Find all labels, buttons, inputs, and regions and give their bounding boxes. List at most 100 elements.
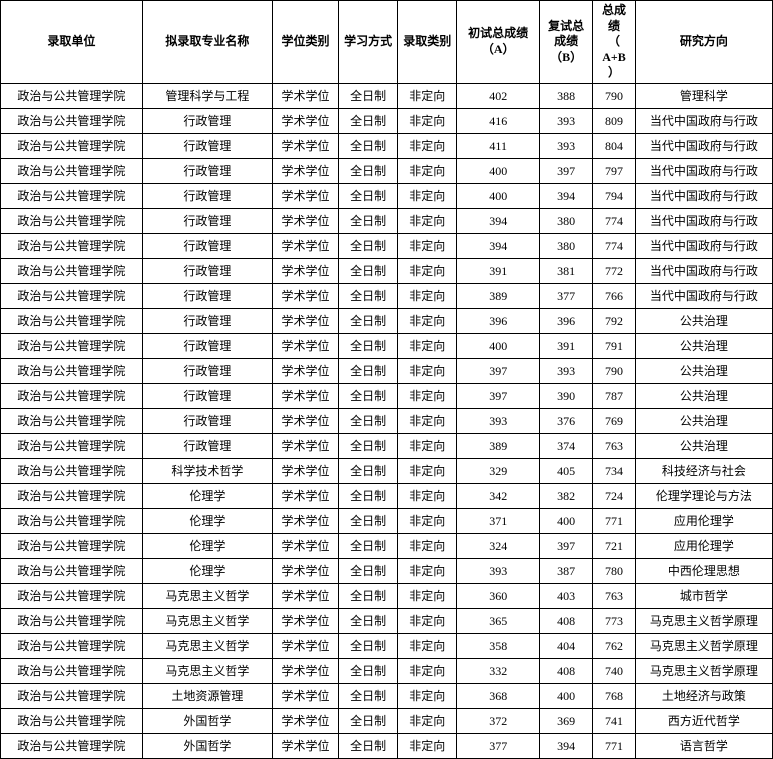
- table-row: 政治与公共管理学院行政管理学术学位全日制非定向397390787公共治理: [1, 383, 773, 408]
- table-row: 政治与公共管理学院外国哲学学术学位全日制非定向377394771语言哲学: [1, 733, 773, 758]
- cell-unit: 政治与公共管理学院: [1, 658, 143, 683]
- cell-degree: 学术学位: [272, 683, 338, 708]
- cell-mode: 全日制: [339, 608, 398, 633]
- cell-mode: 全日制: [339, 333, 398, 358]
- table-row: 政治与公共管理学院行政管理学术学位全日制非定向389374763公共治理: [1, 433, 773, 458]
- cell-dir: 当代中国政府与行政: [635, 283, 772, 308]
- cell-degree: 学术学位: [272, 433, 338, 458]
- cell-dir: 当代中国政府与行政: [635, 258, 772, 283]
- table-row: 政治与公共管理学院行政管理学术学位全日制非定向400397797当代中国政府与行…: [1, 158, 773, 183]
- cell-mode: 全日制: [339, 658, 398, 683]
- cell-a: 394: [457, 233, 540, 258]
- cell-type: 非定向: [398, 283, 457, 308]
- cell-a: 389: [457, 433, 540, 458]
- cell-a: 416: [457, 108, 540, 133]
- cell-dir: 公共治理: [635, 408, 772, 433]
- cell-major: 行政管理: [142, 133, 272, 158]
- cell-dir: 马克思主义哲学原理: [635, 658, 772, 683]
- cell-unit: 政治与公共管理学院: [1, 508, 143, 533]
- table-row: 政治与公共管理学院行政管理学术学位全日制非定向397393790公共治理: [1, 358, 773, 383]
- cell-a: 393: [457, 408, 540, 433]
- cell-dir: 当代中国政府与行政: [635, 233, 772, 258]
- col-header-sum: 总成绩（A+B）: [593, 1, 636, 84]
- cell-unit: 政治与公共管理学院: [1, 558, 143, 583]
- cell-major: 马克思主义哲学: [142, 658, 272, 683]
- cell-b: 390: [540, 383, 593, 408]
- cell-sum: 774: [593, 208, 636, 233]
- cell-unit: 政治与公共管理学院: [1, 158, 143, 183]
- cell-degree: 学术学位: [272, 583, 338, 608]
- cell-type: 非定向: [398, 383, 457, 408]
- cell-major: 行政管理: [142, 158, 272, 183]
- cell-dir: 管理科学: [635, 83, 772, 108]
- cell-major: 行政管理: [142, 183, 272, 208]
- cell-a: 397: [457, 383, 540, 408]
- cell-major: 行政管理: [142, 258, 272, 283]
- cell-mode: 全日制: [339, 733, 398, 758]
- cell-a: 400: [457, 333, 540, 358]
- table-row: 政治与公共管理学院土地资源管理学术学位全日制非定向368400768土地经济与政…: [1, 683, 773, 708]
- cell-type: 非定向: [398, 108, 457, 133]
- cell-dir: 当代中国政府与行政: [635, 158, 772, 183]
- cell-a: 358: [457, 633, 540, 658]
- cell-major: 马克思主义哲学: [142, 608, 272, 633]
- cell-dir: 中西伦理思想: [635, 558, 772, 583]
- cell-mode: 全日制: [339, 708, 398, 733]
- cell-major: 行政管理: [142, 233, 272, 258]
- cell-mode: 全日制: [339, 83, 398, 108]
- cell-mode: 全日制: [339, 308, 398, 333]
- cell-mode: 全日制: [339, 258, 398, 283]
- cell-degree: 学术学位: [272, 183, 338, 208]
- cell-sum: 809: [593, 108, 636, 133]
- cell-unit: 政治与公共管理学院: [1, 708, 143, 733]
- cell-dir: 公共治理: [635, 358, 772, 383]
- cell-mode: 全日制: [339, 158, 398, 183]
- cell-unit: 政治与公共管理学院: [1, 458, 143, 483]
- cell-sum: 741: [593, 708, 636, 733]
- cell-dir: 应用伦理学: [635, 508, 772, 533]
- cell-b: 393: [540, 108, 593, 133]
- cell-major: 管理科学与工程: [142, 83, 272, 108]
- cell-b: 387: [540, 558, 593, 583]
- cell-type: 非定向: [398, 158, 457, 183]
- cell-type: 非定向: [398, 258, 457, 283]
- cell-degree: 学术学位: [272, 333, 338, 358]
- cell-sum: 766: [593, 283, 636, 308]
- cell-dir: 公共治理: [635, 383, 772, 408]
- cell-dir: 西方近代哲学: [635, 708, 772, 733]
- table-row: 政治与公共管理学院伦理学学术学位全日制非定向371400771应用伦理学: [1, 508, 773, 533]
- cell-mode: 全日制: [339, 383, 398, 408]
- cell-mode: 全日制: [339, 508, 398, 533]
- cell-dir: 当代中国政府与行政: [635, 133, 772, 158]
- cell-a: 402: [457, 83, 540, 108]
- cell-dir: 当代中国政府与行政: [635, 208, 772, 233]
- cell-unit: 政治与公共管理学院: [1, 408, 143, 433]
- cell-a: 365: [457, 608, 540, 633]
- cell-sum: 790: [593, 358, 636, 383]
- cell-degree: 学术学位: [272, 658, 338, 683]
- cell-type: 非定向: [398, 633, 457, 658]
- cell-b: 369: [540, 708, 593, 733]
- cell-b: 393: [540, 133, 593, 158]
- cell-a: 411: [457, 133, 540, 158]
- cell-b: 374: [540, 433, 593, 458]
- cell-major: 行政管理: [142, 408, 272, 433]
- table-row: 政治与公共管理学院管理科学与工程学术学位全日制非定向402388790管理科学: [1, 83, 773, 108]
- table-wrapper: 录取单位拟录取专业名称学位类别学习方式录取类别初试总成绩（A）复试总成绩（B）总…: [0, 0, 773, 759]
- cell-type: 非定向: [398, 308, 457, 333]
- cell-major: 行政管理: [142, 208, 272, 233]
- cell-major: 马克思主义哲学: [142, 583, 272, 608]
- cell-b: 380: [540, 233, 593, 258]
- cell-b: 382: [540, 483, 593, 508]
- cell-unit: 政治与公共管理学院: [1, 533, 143, 558]
- cell-sum: 771: [593, 733, 636, 758]
- cell-degree: 学术学位: [272, 483, 338, 508]
- cell-unit: 政治与公共管理学院: [1, 483, 143, 508]
- cell-dir: 当代中国政府与行政: [635, 108, 772, 133]
- cell-major: 伦理学: [142, 508, 272, 533]
- table-row: 政治与公共管理学院马克思主义哲学学术学位全日制非定向358404762马克思主义…: [1, 633, 773, 658]
- cell-unit: 政治与公共管理学院: [1, 433, 143, 458]
- cell-mode: 全日制: [339, 583, 398, 608]
- col-header-mode: 学习方式: [339, 1, 398, 84]
- cell-sum: 792: [593, 308, 636, 333]
